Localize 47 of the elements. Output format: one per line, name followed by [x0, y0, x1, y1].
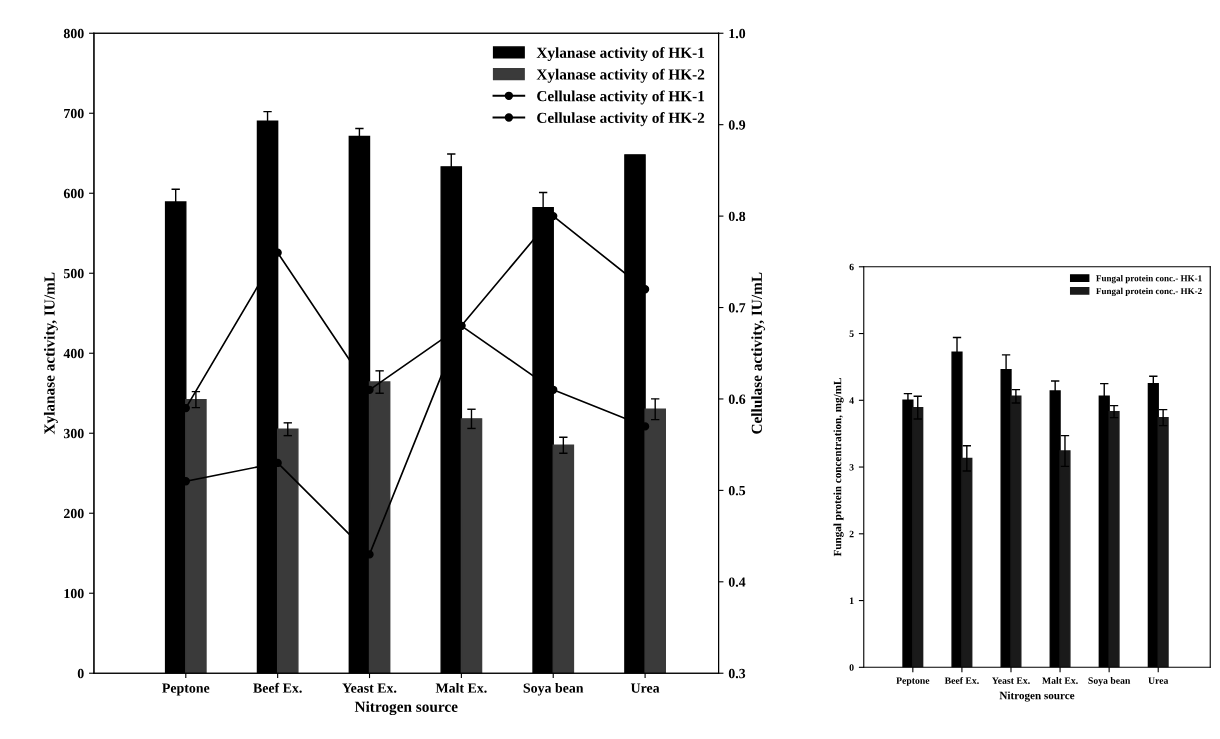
- y-tick-label: 800: [63, 28, 84, 39]
- legend-label: Xylanase activity of HK-2: [536, 68, 705, 83]
- y-tick-label: 100: [64, 588, 84, 599]
- y-tick-label: 3: [849, 463, 854, 471]
- y-tick-label: 6: [849, 263, 854, 271]
- y-tick-label: 4: [849, 397, 854, 404]
- x-axis-title: Nitrogen source: [999, 691, 1075, 702]
- y-tick-label: 600: [63, 188, 84, 199]
- y2-tick-label: 0.5: [728, 485, 746, 496]
- legend-label: Xylanase activity of HK-1: [536, 47, 705, 62]
- x-tick-label: Peptone: [162, 683, 210, 696]
- y-tick-label: 500: [63, 268, 84, 279]
- legend-label: Cellulase activity of HK-2: [537, 112, 705, 127]
- y-tick-label: 5: [849, 330, 854, 337]
- x-tick-label: Malt Ex.: [435, 682, 487, 693]
- y-tick-label: 700: [64, 108, 84, 119]
- y-tick-label: 2: [849, 530, 854, 538]
- y-tick-label: 400: [63, 348, 84, 359]
- legend-label: Fungal protein conc.- HK-2: [1096, 287, 1202, 297]
- y2-tick-label: 0.4: [728, 577, 746, 587]
- y-axis-title: Fungal protein concentration, mg/mL: [833, 378, 844, 557]
- x-tick-label: Peptone: [896, 677, 930, 686]
- y2-tick-label: 0.8: [728, 211, 746, 222]
- y2-tick-label: 0.7: [728, 303, 746, 313]
- x-axis-title: Nitrogen source: [354, 701, 458, 716]
- y2-tick-label: 0.3: [728, 668, 746, 679]
- y-tick-label: 1: [849, 597, 854, 604]
- y2-tick-label: 1.0: [729, 28, 746, 39]
- x-tick-label: Soya bean: [523, 682, 584, 696]
- y-tick-label: 0: [77, 668, 84, 679]
- y-tick-label: 300: [63, 428, 84, 439]
- y2-tick-label: 0.6: [728, 394, 746, 404]
- y2-tick-label: 0.9: [728, 120, 746, 130]
- y2-axis-title: Cellulase activity, IU/mL: [751, 272, 766, 434]
- x-tick-label: Soya bean: [1088, 677, 1131, 686]
- x-tick-label: Urea: [630, 683, 660, 693]
- legend-label: Fungal protein conc.- HK-1: [1096, 274, 1202, 284]
- y-tick-label: 0: [849, 664, 854, 671]
- x-tick-label: Malt Ex.: [1042, 677, 1078, 684]
- legend-label: Cellulase activity of HK-1: [537, 90, 705, 105]
- y-axis-title: Xylanase activity, IU/mL: [43, 272, 58, 435]
- x-tick-label: Yeast Ex.: [991, 677, 1030, 684]
- x-tick-label: Urea: [1148, 677, 1169, 684]
- x-tick-label: Yeast Ex.: [342, 683, 397, 693]
- x-tick-label: Beef Ex.: [253, 682, 302, 693]
- x-tick-label: Beef Ex.: [944, 676, 979, 684]
- y-tick-label: 200: [63, 508, 84, 519]
